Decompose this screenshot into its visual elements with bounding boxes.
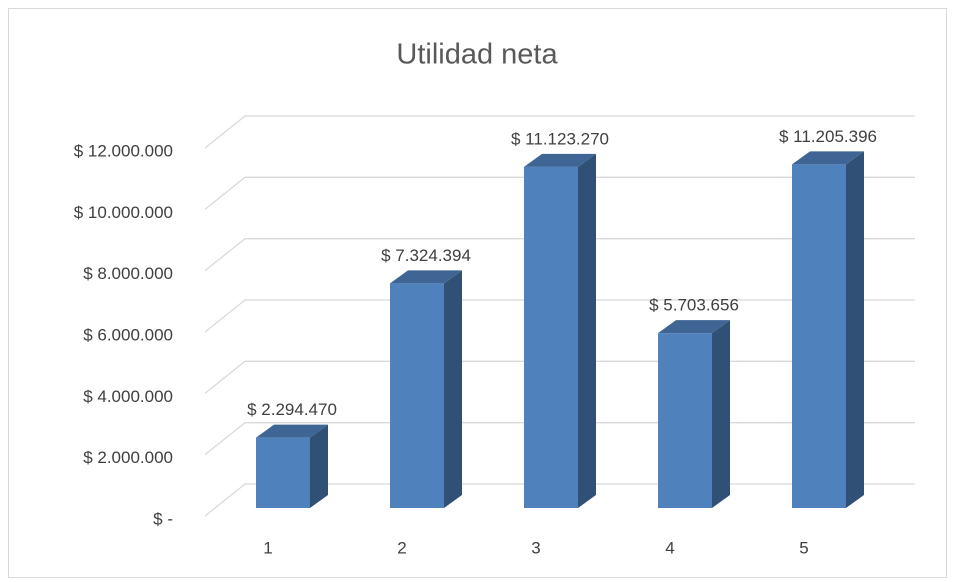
bar (524, 153, 596, 508)
y-tick-label: $ 10.000.000 (74, 203, 173, 222)
data-label: $ 7.324.394 (381, 246, 471, 265)
bar-side (712, 320, 730, 508)
bar-top (256, 424, 328, 438)
bar-side (444, 270, 462, 508)
grid-line (204, 115, 915, 149)
y-tick-label: $ 2.000.000 (83, 448, 173, 467)
bar (256, 424, 328, 508)
chart-border (8, 8, 947, 578)
y-tick-label: $ 12.000.000 (74, 141, 173, 160)
x-tick-label: 5 (799, 538, 808, 557)
bar-side (310, 424, 328, 508)
data-label: $ 11.205.396 (779, 127, 877, 146)
bar-front (658, 333, 712, 508)
bar-top (390, 270, 462, 284)
bar-top (658, 320, 730, 334)
x-tick-label: 4 (665, 538, 674, 557)
y-tick-label: $ 4.000.000 (83, 387, 173, 406)
bar-front (792, 164, 846, 508)
bar-top (792, 151, 864, 165)
y-tick-label: $ - (153, 509, 173, 528)
x-tick-label: 1 (263, 538, 272, 557)
data-label: $ 5.703.656 (649, 296, 739, 315)
y-tick-label: $ 8.000.000 (83, 264, 173, 283)
data-label: $ 2.294.470 (247, 400, 337, 419)
bar-front (524, 166, 578, 508)
bar (792, 151, 864, 508)
data-label: $ 11.123.270 (511, 129, 609, 148)
y-tick-label: $ 6.000.000 (83, 325, 173, 344)
bar-front (390, 283, 444, 508)
bar-front (256, 437, 310, 508)
x-tick-label: 3 (531, 538, 540, 557)
bar (658, 320, 730, 508)
grid-line (204, 176, 915, 210)
x-tick-label: 2 (397, 538, 406, 557)
bar (390, 270, 462, 508)
bar-top (524, 153, 596, 167)
chart-title: Utilidad neta (396, 39, 558, 71)
grid-line (204, 299, 915, 333)
bar-side (578, 153, 596, 508)
bar-side (846, 151, 864, 508)
grid-line (204, 238, 915, 272)
